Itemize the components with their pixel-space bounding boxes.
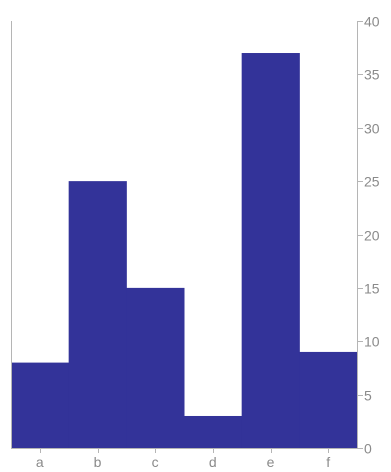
axes-group: [11, 21, 358, 449]
bar-f: [299, 351, 358, 448]
bar-c: [126, 287, 185, 449]
y-axis-ticks: 0 5 10 15 20 25 30 35 40: [357, 14, 380, 457]
y-tick-label: 35: [364, 67, 380, 83]
x-tick-label: f: [326, 454, 330, 470]
bar-d: [184, 415, 243, 448]
y-tick-label: 20: [364, 228, 380, 244]
bar-b: [68, 181, 127, 449]
x-axis-ticks: a b c d e f: [36, 448, 330, 470]
y-tick-label: 30: [364, 121, 380, 137]
x-tick-label: e: [267, 454, 275, 470]
x-tick-label: d: [209, 454, 217, 470]
y-tick-label: 40: [364, 14, 380, 30]
bars-group: [11, 53, 358, 449]
y-tick-label: 15: [364, 281, 380, 297]
x-tick-label: b: [94, 454, 102, 470]
y-tick-label: 10: [364, 334, 380, 350]
bar-e: [241, 53, 300, 449]
x-tick-label: c: [152, 454, 159, 470]
y-tick-label: 5: [364, 388, 372, 404]
y-tick-label: 0: [364, 441, 372, 457]
bar-a: [11, 362, 70, 448]
y-tick-label: 25: [364, 174, 380, 190]
x-tick-label: a: [36, 454, 44, 470]
